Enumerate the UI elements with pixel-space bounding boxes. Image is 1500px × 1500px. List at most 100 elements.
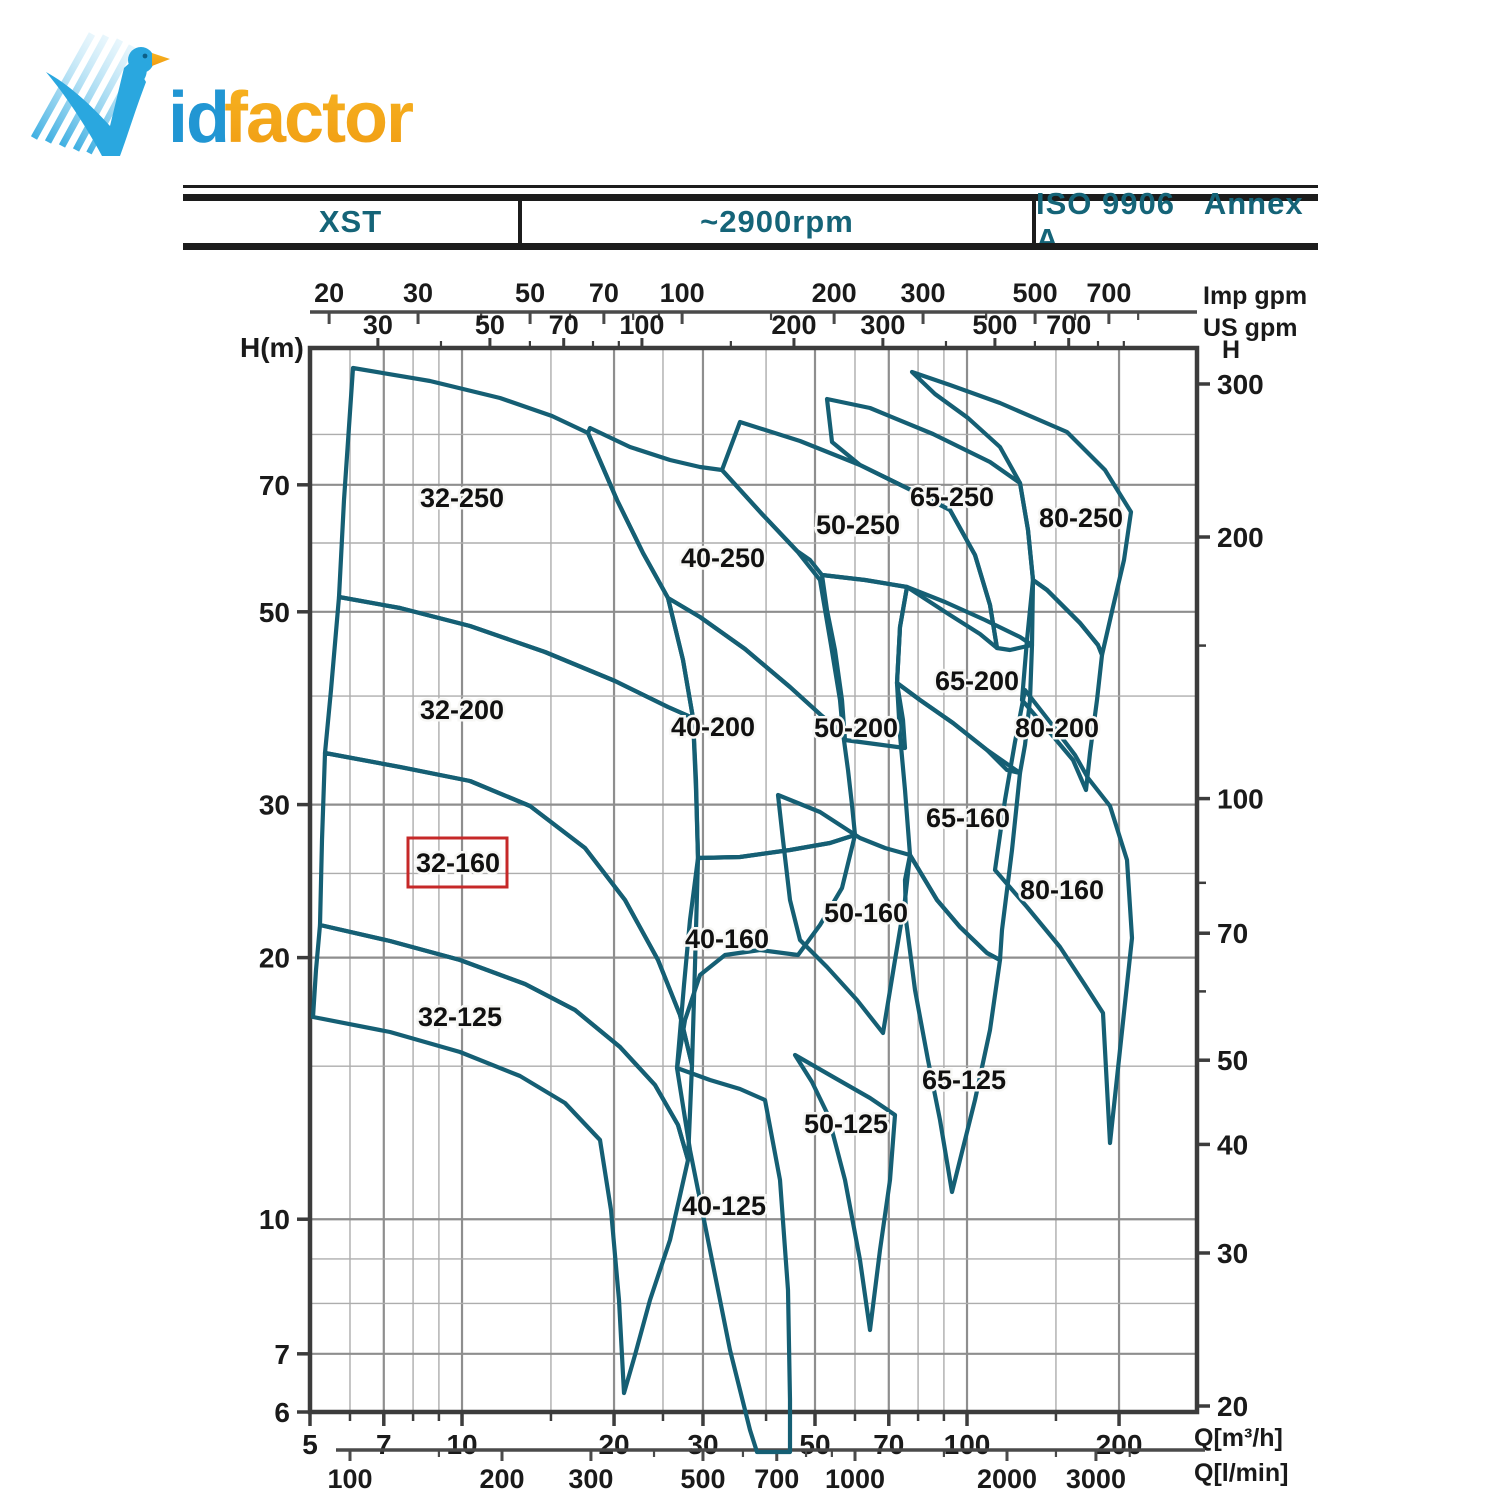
envelope-65-250 — [824, 396, 1036, 653]
us-label-200: 200 — [771, 310, 816, 340]
us-label-300: 300 — [860, 310, 905, 340]
rule-thin — [183, 185, 1318, 188]
lmin-label-100: 100 — [327, 1464, 372, 1494]
imp-label-700: 700 — [1086, 278, 1131, 308]
curve-label-32-160: 32-160 — [416, 848, 500, 878]
hm-label-30: 30 — [259, 790, 290, 821]
imp-label-500: 500 — [1013, 278, 1058, 308]
highlight-box-32-160 — [406, 836, 509, 889]
imp-label-300: 300 — [901, 278, 946, 308]
plot-frame — [307, 345, 1200, 1415]
logo-word-orange: factor — [224, 78, 413, 158]
bird-v-body — [46, 47, 170, 156]
hft-label-100: 100 — [1217, 784, 1264, 815]
us-label-30: 30 — [363, 310, 393, 340]
hm-label-7: 7 — [274, 1339, 290, 1370]
q-label-10: 10 — [446, 1429, 477, 1460]
lmin-label-2000: 2000 — [977, 1464, 1037, 1494]
curve-label-50-160: 50-160 — [824, 898, 908, 928]
hft-label-50: 50 — [1217, 1045, 1248, 1076]
curve-label-65-125: 65-125 — [922, 1065, 1006, 1095]
hm-label-6: 6 — [274, 1397, 290, 1428]
envelope-40-160 — [674, 832, 858, 1071]
us-label-50: 50 — [475, 310, 505, 340]
selection-highlight — [406, 836, 509, 889]
axis-head-ft: 20 30 40 50 70 100 200 300 — [1197, 369, 1264, 1422]
axis-head-m: 6 7 10 20 30 50 70 H(m) — [240, 332, 310, 1428]
curve-label-40-125: 40-125 — [682, 1191, 766, 1221]
curve-label-65-160: 65-160 — [926, 803, 1010, 833]
lmin-label-500: 500 — [680, 1464, 725, 1494]
lmin-unit-label: Q[l/min] — [1194, 1459, 1288, 1487]
imp-label-100: 100 — [660, 278, 705, 308]
envelope-50-160 — [775, 792, 913, 1036]
q-label-100: 100 — [944, 1429, 991, 1460]
us-unit-label: US gpm — [1203, 314, 1297, 342]
curve-label-80-250: 80-250 — [1039, 503, 1123, 533]
hm-label-70: 70 — [259, 470, 290, 501]
axis-imp-gpm: 20 30 50 70 100 200 300 500 700 Imp gpm — [310, 278, 1307, 324]
curve-label-65-200: 65-200 — [935, 666, 1019, 696]
imp-unit-label: Imp gpm — [1203, 282, 1307, 310]
vidfactor-bird-icon: id factor — [30, 32, 415, 158]
q-label-50: 50 — [799, 1429, 830, 1460]
rule-thick-bottom — [183, 243, 1318, 250]
curve-label-50-250: 50-250 — [816, 510, 900, 540]
hm-unit-label: H(m) — [240, 332, 304, 363]
envelope-50-125 — [792, 1052, 898, 1333]
us-label-70: 70 — [549, 310, 579, 340]
curve-label-50-125: 50-125 — [804, 1109, 888, 1139]
head-ft-unit-label: H — [1222, 336, 1240, 364]
envelope-65-125 — [902, 852, 1003, 1195]
hm-label-10: 10 — [259, 1204, 290, 1235]
curve-label-40-200: 40-200 — [671, 712, 755, 742]
hft-label-70: 70 — [1217, 918, 1248, 949]
gridlines — [310, 348, 1197, 1412]
lmin-label-700: 700 — [754, 1464, 799, 1494]
lmin-label-300: 300 — [568, 1464, 613, 1494]
us-label-100: 100 — [619, 310, 664, 340]
curve-label-32-200: 32-200 — [420, 695, 504, 725]
lmin-label-3000: 3000 — [1066, 1464, 1126, 1494]
hm-label-20: 20 — [259, 943, 290, 974]
q-unit-label: Q[m³/h] — [1194, 1424, 1283, 1452]
pump-model-labels: 32-250 32-200 32-160 32-125 40-250 40-200 40-1… — [413, 480, 1125, 1224]
lmin-label-1000: 1000 — [825, 1464, 885, 1494]
curve-label-40-160: 40-160 — [685, 924, 769, 954]
hft-label-20: 20 — [1217, 1391, 1248, 1422]
q-label-70: 70 — [873, 1429, 904, 1460]
us-label-700: 700 — [1046, 310, 1091, 340]
curve-label-80-200: 80-200 — [1015, 713, 1099, 743]
plot-border — [307, 345, 1200, 1415]
vidfactor-logo: id factor — [28, 20, 448, 170]
hft-label-40: 40 — [1217, 1129, 1248, 1160]
envelope-32-200 — [322, 594, 701, 1068]
hm-label-50: 50 — [259, 597, 290, 628]
envelope-80-160 — [992, 687, 1135, 1146]
logo-word-blue: id — [168, 78, 228, 158]
hft-label-300: 300 — [1217, 369, 1264, 400]
imp-label-30: 30 — [403, 278, 433, 308]
hft-label-30: 30 — [1217, 1238, 1248, 1269]
curve-label-65-250: 65-250 — [910, 482, 994, 512]
lmin-label-200: 200 — [479, 1464, 524, 1494]
q-label-5: 5 — [302, 1429, 318, 1460]
imp-label-200: 200 — [812, 278, 857, 308]
curve-label-40-250: 40-250 — [681, 543, 765, 573]
curve-label-32-125: 32-125 — [418, 1002, 502, 1032]
imp-label-50: 50 — [515, 278, 545, 308]
pump-envelopes — [310, 365, 1135, 1455]
envelope-32-125 — [310, 922, 691, 1396]
q-label-7: 7 — [376, 1429, 392, 1460]
us-label-500: 500 — [972, 310, 1017, 340]
title-table: XST ~2900rpm ISO 9906 Annex A — [183, 183, 1318, 257]
rule-thick-top — [183, 194, 1318, 201]
speed-cell: ~2900rpm — [522, 201, 1036, 243]
series-name-cell: XST — [183, 201, 522, 243]
curve-label-80-160: 80-160 — [1020, 875, 1104, 905]
hft-label-200: 200 — [1217, 522, 1264, 553]
envelope-40-125 — [674, 1065, 793, 1455]
